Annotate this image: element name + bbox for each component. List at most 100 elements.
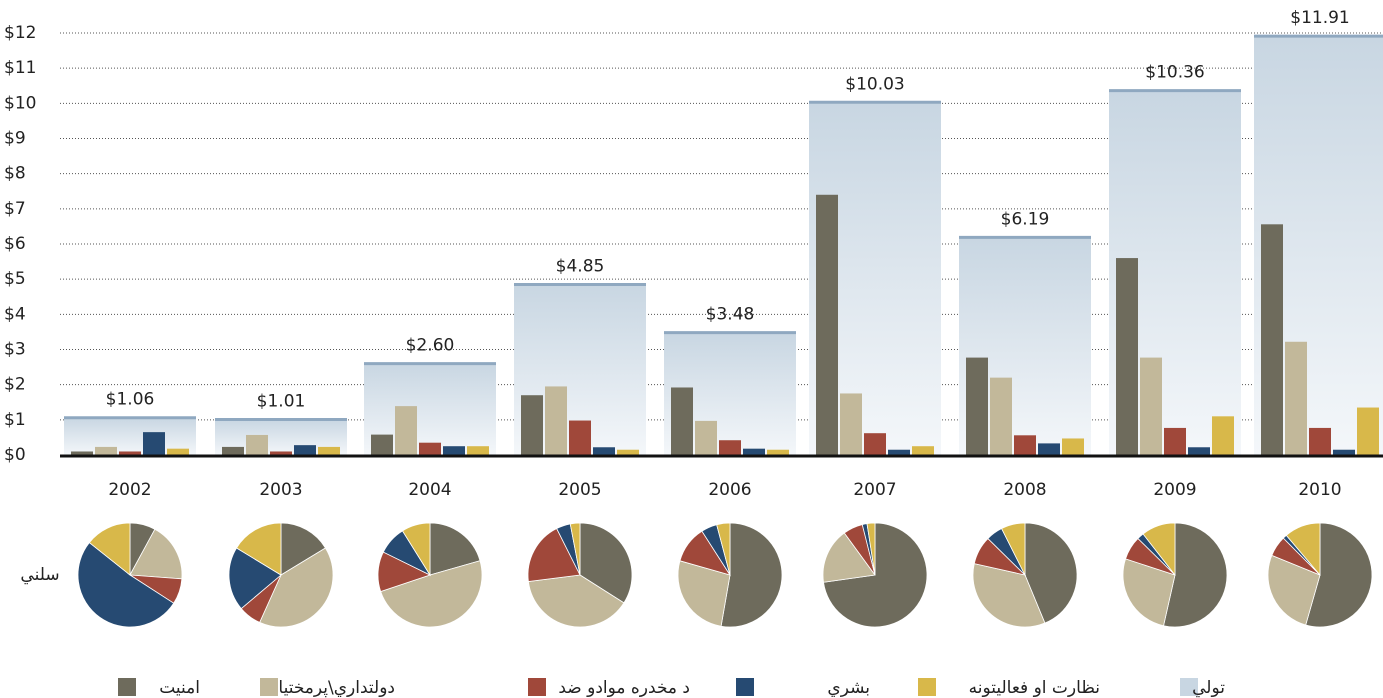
bar xyxy=(1062,438,1084,455)
bar xyxy=(990,377,1012,455)
y-tick-label: $2 xyxy=(4,375,26,395)
legend-swatch xyxy=(528,678,546,696)
bar xyxy=(743,448,765,455)
y-tick-label: $9 xyxy=(4,129,26,149)
pie-slice xyxy=(1305,522,1373,628)
total-label: $10.03 xyxy=(845,74,904,94)
bar xyxy=(1014,435,1036,455)
pie-slice xyxy=(259,547,334,628)
y-tick-label: $4 xyxy=(4,304,26,324)
legend-swatch xyxy=(260,678,278,696)
pie-slice xyxy=(527,574,625,628)
total-label: $3.48 xyxy=(706,305,755,325)
pie-slice xyxy=(380,560,483,628)
legend-label: نظارت او فعالیتونه xyxy=(969,678,1100,698)
x-tick-label: 2006 xyxy=(708,480,751,500)
bar xyxy=(569,420,591,455)
pie-slice xyxy=(129,528,183,580)
x-tick-label: 2004 xyxy=(408,480,451,500)
pie-slice xyxy=(1024,522,1078,624)
bar xyxy=(617,449,639,455)
bar xyxy=(1140,357,1162,455)
pie-slice xyxy=(1122,558,1176,627)
pie-slice xyxy=(569,522,581,576)
bar xyxy=(443,446,465,455)
pie-slice xyxy=(401,522,431,577)
bar xyxy=(467,446,489,455)
total-label: $1.01 xyxy=(257,391,306,411)
legend-swatch xyxy=(736,678,754,696)
bar xyxy=(395,406,417,455)
legend-swatch xyxy=(918,678,936,696)
pie-slice xyxy=(236,522,282,576)
pie-slice xyxy=(1285,522,1321,577)
pie-slice xyxy=(716,522,731,576)
pie-slice xyxy=(866,522,876,576)
total-label: $11.91 xyxy=(1290,8,1349,28)
total-label: $4.85 xyxy=(556,256,605,276)
bar xyxy=(593,447,615,455)
x-tick-label: 2010 xyxy=(1298,480,1341,500)
x-tick-label: 2007 xyxy=(853,480,896,500)
x-tick-label: 2002 xyxy=(108,480,151,500)
bar xyxy=(966,357,988,455)
bar xyxy=(1333,449,1355,455)
total-label: $1.06 xyxy=(106,390,155,410)
pie-slice xyxy=(1001,522,1026,576)
x-tick-label: 2009 xyxy=(1153,480,1196,500)
legend-label: تولي xyxy=(1192,678,1225,698)
bar xyxy=(167,448,189,455)
bar xyxy=(419,442,441,455)
pie-slice xyxy=(1163,522,1228,628)
legend-label: دولتداري\پرمختيا xyxy=(278,678,395,698)
pie-slice xyxy=(822,532,876,583)
pie-slice xyxy=(228,547,282,610)
pie-slice xyxy=(429,522,481,576)
bar xyxy=(1188,447,1210,455)
total-label: $10.36 xyxy=(1145,63,1204,83)
bar xyxy=(545,386,567,455)
pie-slice xyxy=(280,522,326,576)
bar xyxy=(246,434,268,455)
bar xyxy=(864,433,886,455)
bar xyxy=(1285,341,1307,455)
bar xyxy=(695,420,717,455)
bar xyxy=(719,440,741,455)
y-tick-label: $12 xyxy=(4,23,36,43)
pie-slice xyxy=(88,522,131,576)
bar xyxy=(270,451,292,455)
total-label: $2.60 xyxy=(406,336,455,356)
bar xyxy=(1357,407,1379,455)
y-tick-label: $6 xyxy=(4,234,26,254)
x-tick-label: 2008 xyxy=(1003,480,1046,500)
y-tick-label: $11 xyxy=(4,58,36,78)
y-tick-label: $5 xyxy=(4,269,26,289)
bar xyxy=(912,446,934,455)
pie-slice xyxy=(720,522,783,628)
bar xyxy=(371,434,393,455)
bar xyxy=(143,432,165,455)
bar xyxy=(671,387,693,455)
pie-slice xyxy=(77,542,175,628)
legend-label: د مخدره موادو ضد xyxy=(558,678,690,698)
x-tick-label: 2005 xyxy=(558,480,601,500)
pie-label: سلني xyxy=(20,565,59,585)
bar xyxy=(1261,224,1283,455)
bar xyxy=(1164,427,1186,455)
y-tick-label: $8 xyxy=(4,164,26,184)
bar xyxy=(294,445,316,455)
y-tick-label: $0 xyxy=(4,445,26,465)
bar xyxy=(521,395,543,455)
bar xyxy=(840,393,862,455)
bar xyxy=(1116,258,1138,455)
total-label: $6.19 xyxy=(1001,209,1050,229)
bar xyxy=(1038,443,1060,455)
y-tick-label: $1 xyxy=(4,410,26,430)
pie-slice xyxy=(1267,554,1321,626)
legend-swatch xyxy=(1180,678,1198,696)
pie-slice xyxy=(527,527,581,582)
bar xyxy=(71,451,93,455)
bar xyxy=(767,449,789,455)
legend-label: بشري xyxy=(827,678,870,698)
bar xyxy=(95,446,117,455)
